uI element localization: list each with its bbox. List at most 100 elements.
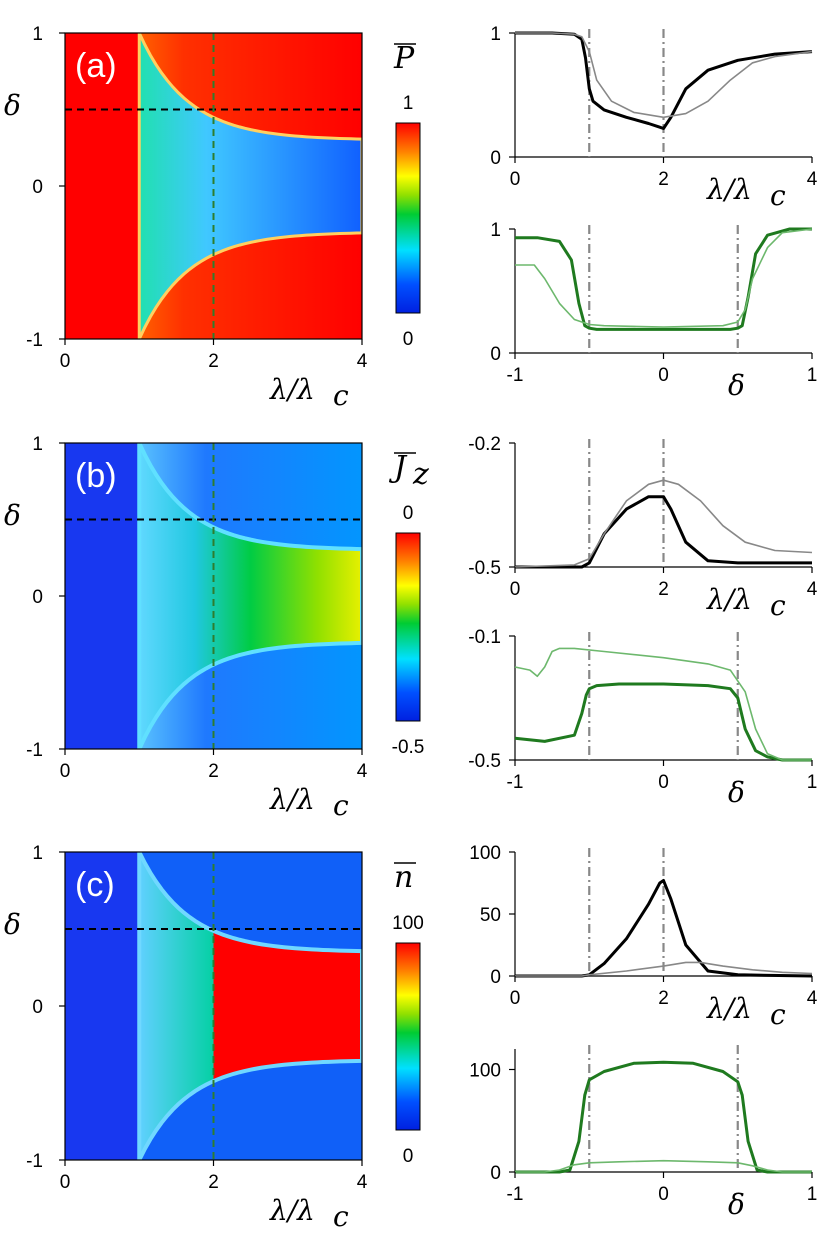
x-axis-label: λ/λ: [269, 1194, 315, 1227]
series-line-thin-light-green: [515, 1159, 812, 1173]
x-axis-label-subscript: c: [770, 179, 786, 212]
colorbar: [395, 532, 421, 722]
colorbar-max-label: 1: [403, 93, 414, 114]
colorbar-title: P: [393, 41, 415, 76]
lineplot-c-bottom: -1 0 1 100 0 δ: [469, 1045, 817, 1221]
x-axis-label: δ: [728, 776, 745, 809]
x-tick-label: 0: [510, 169, 521, 190]
x-axis-label-subscript: c: [770, 589, 786, 622]
y-tick-label: 100: [469, 1061, 501, 1082]
x-tick-label: 4: [357, 761, 368, 782]
x-axis-label: λ/λ: [269, 783, 315, 816]
region-edge: [137, 33, 362, 339]
x-axis-label: λ/λ: [706, 173, 752, 206]
x-tick-label: 1: [807, 365, 818, 386]
x-tick-label: 0: [658, 1184, 669, 1205]
x-tick-label: 4: [807, 988, 818, 1009]
y-axis-label: δ: [4, 89, 21, 122]
y-tick-label: 1: [32, 843, 43, 864]
x-tick-label: 2: [208, 351, 219, 372]
x-tick-label: 2: [658, 169, 669, 190]
series-line-thin-gray: [514, 479, 813, 568]
colorbar-title: n: [394, 860, 413, 895]
series-line-thin-light-green: [515, 228, 813, 328]
superradiant-region: [139, 33, 362, 339]
y-tick-label: 1: [490, 220, 501, 241]
y-tick-label: 1: [32, 24, 43, 45]
y-tick-label: 0: [32, 997, 43, 1018]
y-tick-label: -0.2: [468, 434, 501, 455]
normal-phase-region: [65, 33, 140, 339]
y-tick-label: 0: [32, 177, 43, 198]
y-tick-label: -1: [26, 1151, 43, 1172]
colorbar: [395, 122, 421, 314]
x-tick-label: 0: [60, 1172, 71, 1193]
lineplot-b-top: 0 2 4 -0.2 -0.5 λ/λ c: [468, 434, 817, 622]
colorbar-max-label: 100: [392, 913, 424, 934]
x-tick-label: 4: [807, 579, 818, 600]
x-tick-label: -1: [507, 1184, 524, 1205]
y-tick-label: 1: [32, 434, 43, 455]
y-tick-label: -0.5: [468, 751, 501, 772]
lineplot-a-bottom: -1 0 1 1 0 δ: [490, 220, 817, 402]
series-line-thick-black: [515, 31, 813, 130]
panel-label: (a): [75, 47, 117, 85]
region-edge: [137, 443, 362, 749]
x-tick-label: 4: [357, 351, 368, 372]
series-line-thick-green: [514, 682, 812, 762]
y-tick-label: -0.5: [468, 558, 501, 579]
series-line-thin-light-green: [514, 647, 812, 761]
x-axis-label: λ/λ: [706, 583, 752, 616]
panel-label: (b): [75, 457, 117, 495]
colorbar-title: J: [388, 450, 408, 485]
y-tick-label: 50: [480, 905, 501, 926]
heatmap-a: 0 2 4 1 0 -1 λ/λ c δ (a) 1 0 P: [4, 24, 421, 412]
x-tick-label: 2: [208, 761, 219, 782]
x-tick-label: 0: [60, 351, 71, 372]
colorbar-title-subscript: z: [412, 457, 429, 492]
lineplot-c-top: 0 2 4 100 50 0 λ/λ c: [469, 843, 817, 1031]
y-axis-label: δ: [4, 908, 21, 941]
saturated-region: [213, 930, 362, 1082]
x-tick-label: -1: [507, 772, 524, 793]
heatmap-b: 0 2 4 1 0 -1 λ/λ c δ (b) 0 -0.5 J z: [4, 434, 429, 822]
x-axis-label-subscript: c: [333, 1200, 349, 1233]
y-tick-label: -1: [26, 330, 43, 351]
x-tick-label: 2: [658, 579, 669, 600]
x-tick-label: 0: [60, 761, 71, 782]
y-tick-label: 0: [490, 1163, 501, 1184]
colorbar: [395, 942, 421, 1131]
y-tick-label: 0: [32, 587, 43, 608]
series-line-thin-gray: [515, 961, 813, 977]
series-line-thick-black: [515, 495, 812, 569]
y-tick-label: 0: [490, 967, 501, 988]
lineplot-b-bottom: -1 0 1 -0.1 -0.5 δ: [468, 627, 817, 809]
y-tick-label: 1: [490, 24, 501, 45]
x-axis-label: λ/λ: [269, 373, 315, 406]
x-tick-label: 1: [807, 1184, 818, 1205]
x-axis-label: λ/λ: [706, 992, 752, 1025]
colorbar-min-label: 0: [403, 1146, 414, 1167]
y-tick-label: -1: [26, 740, 43, 761]
colorbar-min-label: -0.5: [392, 737, 425, 758]
x-tick-label: 4: [807, 169, 818, 190]
x-tick-label: 1: [807, 772, 818, 793]
x-tick-label: 0: [510, 579, 521, 600]
series-line-thick-green: [515, 227, 812, 331]
x-tick-label: 0: [658, 772, 669, 793]
x-tick-label: 0: [658, 365, 669, 386]
y-tick-label: 0: [490, 148, 501, 169]
y-axis-label: δ: [4, 499, 21, 532]
colorbar-max-label: 0: [403, 503, 414, 524]
colorbar-min-label: 0: [403, 329, 414, 350]
x-axis-label-subscript: c: [333, 789, 349, 822]
x-axis-label-subscript: c: [333, 379, 349, 412]
x-axis-label-subscript: c: [770, 998, 786, 1031]
x-tick-label: 0: [510, 988, 521, 1009]
superradiant-region: [139, 443, 362, 749]
region-edge: [137, 852, 362, 1160]
x-tick-label: 2: [208, 1172, 219, 1193]
y-tick-label: 0: [490, 344, 501, 365]
y-tick-label: -0.1: [468, 627, 501, 648]
